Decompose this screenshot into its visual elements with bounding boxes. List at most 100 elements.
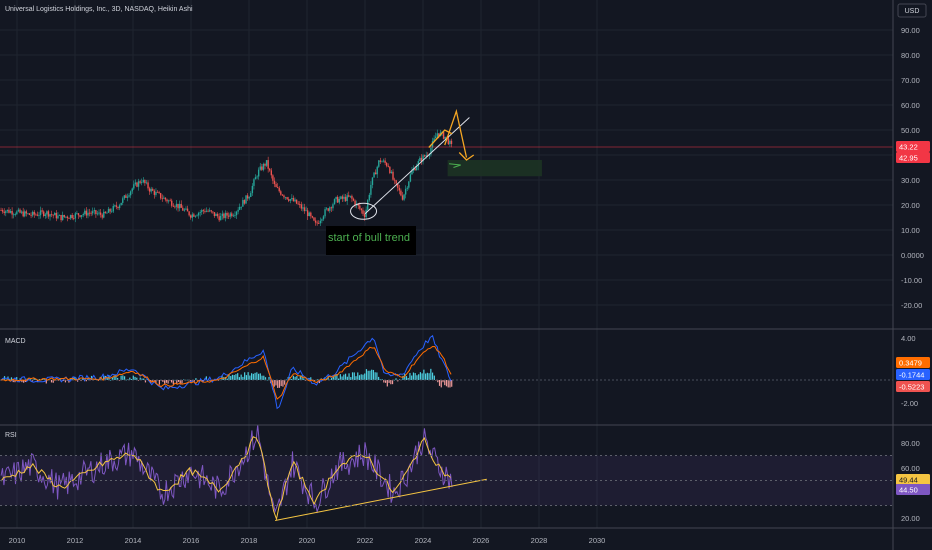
macd-bar xyxy=(242,376,244,380)
candle-body xyxy=(188,211,190,216)
time-tick-label: 2012 xyxy=(67,536,84,545)
candle-body xyxy=(286,197,288,200)
time-tick-label: 2016 xyxy=(183,536,200,545)
macd-bar xyxy=(344,373,347,380)
macd-bar xyxy=(313,380,315,381)
candle-body xyxy=(302,207,304,209)
candle-body xyxy=(365,209,367,218)
candle-body xyxy=(341,196,344,199)
macd-bar xyxy=(285,379,288,381)
macd-pane[interactable] xyxy=(0,334,893,410)
macd-bar xyxy=(338,378,340,380)
candle-body xyxy=(109,208,111,212)
candle-body xyxy=(155,191,157,195)
candle-body xyxy=(340,196,342,199)
time-tick-label: 2028 xyxy=(531,536,548,545)
bull-start-circle[interactable] xyxy=(350,202,378,220)
target-zone[interactable] xyxy=(447,160,542,177)
macd-bar xyxy=(318,380,321,384)
candle-body xyxy=(374,172,377,175)
rsi-axis[interactable]: 80.00 60.00 20.00 xyxy=(901,439,920,523)
macd-bar xyxy=(297,378,300,380)
macd-bar xyxy=(341,376,343,380)
candle-body xyxy=(202,210,205,211)
macd-bar xyxy=(405,376,408,380)
candle-body xyxy=(20,211,23,213)
annotation-box[interactable] xyxy=(326,226,416,255)
candle-body xyxy=(281,194,284,196)
macd-bar xyxy=(238,377,241,380)
value-badge-label: 42.95 xyxy=(899,154,918,163)
candle-body xyxy=(226,212,228,216)
candle-body xyxy=(288,199,290,201)
candle-body xyxy=(145,182,148,184)
candle-body xyxy=(43,211,45,216)
candle-body xyxy=(213,212,216,217)
candle-body xyxy=(335,196,337,200)
candle-body xyxy=(265,160,268,166)
candle-body xyxy=(25,211,28,214)
candle-body xyxy=(289,199,291,201)
candle-body xyxy=(390,171,393,174)
macd-bar xyxy=(437,380,439,383)
candle-body xyxy=(137,181,140,187)
candle-body xyxy=(169,200,171,202)
candle-body xyxy=(262,164,265,170)
candle-body xyxy=(215,213,217,217)
macd-bar xyxy=(183,379,185,381)
candle-body xyxy=(449,140,451,145)
candle-body xyxy=(368,194,371,201)
candle-body xyxy=(357,203,359,206)
price-pane[interactable]: start of bull trend xyxy=(0,108,893,255)
macd-bar xyxy=(233,375,235,380)
macd-bar xyxy=(251,373,253,380)
candle-body xyxy=(88,212,91,214)
candle-body xyxy=(193,214,195,217)
macd-bar xyxy=(257,373,260,380)
candle-body xyxy=(231,213,233,217)
candle-body xyxy=(55,212,58,219)
candle-body xyxy=(95,210,97,214)
candle-body xyxy=(152,188,154,191)
macd-bar xyxy=(117,377,119,380)
currency-button[interactable] xyxy=(897,3,927,18)
macd-bar xyxy=(240,374,242,380)
value-badge xyxy=(896,369,930,380)
macd-axis[interactable]: 4.00 -2.00 xyxy=(901,334,918,408)
macd-bar xyxy=(162,380,164,382)
candle-body xyxy=(177,203,179,209)
macd-bar xyxy=(205,376,207,380)
macd-bar xyxy=(447,380,449,388)
rsi-tick-label: 20.00 xyxy=(901,514,920,523)
candle-body xyxy=(144,179,146,184)
candle-body xyxy=(22,211,24,217)
projection-path[interactable] xyxy=(444,108,468,158)
rsi-tick-label: 60.00 xyxy=(901,464,920,473)
rsi-pane[interactable] xyxy=(0,424,893,521)
candle-body xyxy=(174,206,176,208)
macd-bar xyxy=(247,372,249,380)
rsi-trendline[interactable] xyxy=(275,478,487,521)
candle-body xyxy=(183,209,186,211)
time-tick-label: 2014 xyxy=(125,536,142,545)
time-axis[interactable]: 2010 2012 2014 2016 2018 2020 2022 2024 2026 2028… xyxy=(9,536,606,545)
candle-body xyxy=(139,181,141,183)
value-badge xyxy=(896,152,930,163)
price-tick-label: 20.00 xyxy=(901,201,920,210)
trend-drawings[interactable] xyxy=(364,108,475,215)
candle-body xyxy=(163,197,165,199)
candle-body xyxy=(376,166,378,175)
macd-bar xyxy=(339,374,341,380)
macd-bar xyxy=(176,380,178,384)
candle-body xyxy=(80,215,83,217)
candle-body xyxy=(150,188,152,192)
projection-path-2[interactable] xyxy=(428,129,453,148)
candle-body xyxy=(129,191,132,196)
macd-bar xyxy=(376,372,378,380)
candle-body xyxy=(126,196,129,198)
candle-body xyxy=(351,195,353,199)
chart-title: Universal Logistics Holdings, Inc., 3D, … xyxy=(5,6,193,13)
candle-body xyxy=(79,215,81,217)
